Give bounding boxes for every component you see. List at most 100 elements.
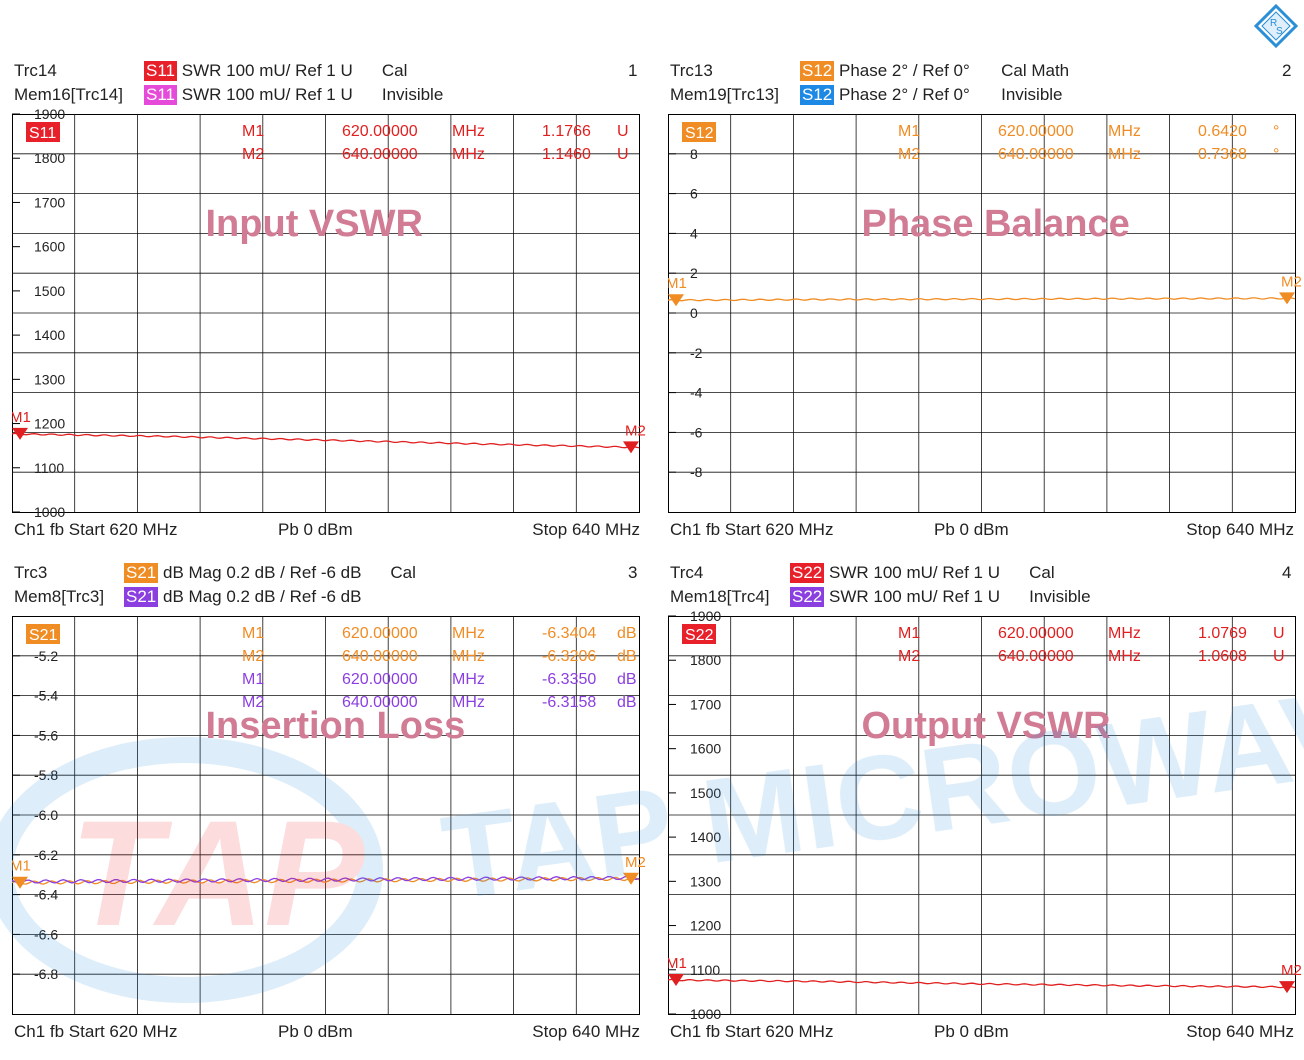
marker-value: -6.3206: [542, 648, 596, 665]
y-tick-label: 1900: [34, 106, 65, 122]
trace-label-badge: [26, 624, 60, 644]
marker-unit: MHz: [452, 671, 485, 688]
y-tick-label: 1800: [690, 652, 721, 668]
marker-value-unit: °: [1273, 123, 1279, 140]
plot-frame: [12, 114, 640, 513]
marker-unit: MHz: [452, 146, 485, 163]
y-tick-label: 1500: [34, 283, 65, 299]
marker-m1-tag: M1: [668, 955, 687, 972]
y-tick-label: 0: [690, 305, 698, 321]
chart-panel-output-vswr: Trc4 S22 SWR 100 mU/ Ref 1 U Cal Mem18[Tr…: [668, 560, 1304, 1060]
footer-stop: Stop 640 MHz: [532, 520, 640, 539]
marker-value-unit: dB: [617, 648, 637, 665]
trace-scale: 100 mU/: [873, 587, 938, 606]
y-tick-label: -6.4: [34, 887, 58, 903]
memory-header: Mem8[Trc3] S21 dB Mag 0.2 dB / Ref -6 dB: [14, 586, 361, 608]
marker-value: -6.3350: [542, 671, 596, 688]
marker-m2-triangle: [623, 441, 639, 454]
y-tick-label: -5.6: [34, 727, 58, 743]
trace-label-badge: [26, 122, 60, 142]
marker-unit: MHz: [452, 648, 485, 665]
footer-start: Ch1 fb Start 620 MHz: [670, 1022, 834, 1041]
y-tick-label: 1000: [34, 504, 65, 520]
y-tick-label: -6.0: [34, 807, 58, 823]
marker-frequency: 640.00000: [998, 146, 1074, 163]
marker-frequency: 640.00000: [342, 146, 418, 163]
memory-header: Mem16[Trc14] S11 SWR 100 mU/ Ref 1 U Invi…: [14, 84, 443, 106]
series-line: [668, 978, 1296, 989]
plot-area[interactable]: 1900 1800 1700 1600 1500 1400 1300 1200 1100 1000…: [668, 560, 1304, 1030]
trace-name[interactable]: Mem16[Trc14]: [14, 85, 123, 104]
marker-frequency: 620.00000: [342, 625, 418, 642]
trace-badge[interactable]: S12: [800, 85, 835, 105]
trace-badge[interactable]: S12: [800, 61, 835, 81]
trace-name[interactable]: Trc3: [14, 563, 48, 582]
plot-area[interactable]: 1900 1800 1700 1600 1500 1400 1300 1200 1100 1000…: [12, 58, 652, 528]
trace-format: Phase: [838, 85, 888, 104]
footer-start: Ch1 fb Start 620 MHz: [14, 520, 178, 539]
y-tick-label: -2: [690, 345, 703, 361]
rs-logo-icon: R S: [1254, 4, 1298, 48]
y-tick-label: -5.4: [34, 688, 58, 704]
svg-text:R: R: [1270, 18, 1277, 29]
trace-name[interactable]: Trc13: [670, 61, 713, 80]
trace-ref: Ref 0°: [922, 61, 970, 80]
trace-extra: Invisible: [1029, 587, 1091, 606]
chart-panel-insertion-loss: Trc3 S21 dB Mag 0.2 dB / Ref -6 dB Cal Me…: [12, 560, 652, 1060]
trace-name[interactable]: Mem8[Trc3]: [14, 587, 105, 606]
chart-panel-input-vswr: Trc14 S11 SWR 100 mU/ Ref 1 U Cal Mem16[T…: [12, 58, 652, 558]
y-tick-label: 8: [690, 146, 698, 162]
trace-scale: 2° /: [891, 61, 918, 80]
trace-badge[interactable]: S22: [790, 563, 825, 583]
trace-name[interactable]: Mem18[Trc4]: [670, 587, 770, 606]
marker-value-unit: U: [617, 146, 629, 163]
trace-badge[interactable]: S11: [144, 85, 177, 105]
trace-extra: Cal: [390, 563, 416, 582]
y-tick-label: 1000: [690, 1006, 721, 1022]
trace-ref: Ref 0°: [922, 85, 970, 104]
marker-label: M2: [898, 648, 920, 665]
marker-unit: MHz: [1108, 625, 1141, 642]
trace-ref: Ref 1 U: [295, 61, 353, 80]
marker-m1-triangle: [668, 973, 684, 986]
trace-format: SWR: [181, 85, 222, 104]
y-tick-label: 1200: [690, 918, 721, 934]
plot-area[interactable]: 8 6 4 2 0 -2 -4 -6 -8 S12 M1 620.00000 MHz 0.6420 ° M2 6…: [668, 58, 1304, 528]
trace-label-badge: [682, 624, 716, 644]
y-tick-label: 2: [690, 265, 698, 281]
marker-label: M2: [242, 146, 264, 163]
footer-power: Pb 0 dBm: [934, 520, 1009, 539]
y-tick-label: -6.2: [34, 847, 58, 863]
trace-header: Trc4 S22 SWR 100 mU/ Ref 1 U Cal: [670, 562, 1055, 584]
y-tick-label: 1100: [690, 962, 720, 978]
trace-badge[interactable]: S21: [124, 563, 159, 583]
series-line: [12, 875, 640, 884]
footer-power: Pb 0 dBm: [278, 520, 353, 539]
trace-badge[interactable]: S11: [144, 61, 177, 81]
svg-text:S: S: [1276, 26, 1283, 37]
y-tick-label: 1700: [690, 696, 721, 712]
marker-value-unit: U: [617, 123, 629, 140]
marker-unit: MHz: [1108, 648, 1141, 665]
trace-scale: 100 mU/: [226, 85, 291, 104]
marker-value-unit: dB: [617, 625, 637, 642]
marker-m1-triangle: [12, 876, 28, 889]
footer-start: Ch1 fb Start 620 MHz: [670, 520, 834, 539]
marker-label: M2: [898, 146, 920, 163]
memory-header: Mem18[Trc4] S22 SWR 100 mU/ Ref 1 U Invis…: [670, 586, 1091, 608]
trace-badge[interactable]: S22: [790, 587, 825, 607]
y-tick-label: 1200: [34, 416, 65, 432]
trace-badge[interactable]: S21: [124, 587, 159, 607]
plot-frame: [12, 616, 640, 1015]
trace-name[interactable]: Trc14: [14, 61, 57, 80]
marker-m1-tag: M1: [12, 409, 31, 426]
y-tick-label: 1900: [690, 608, 721, 624]
trace-header: Trc14 S11 SWR 100 mU/ Ref 1 U Cal: [14, 60, 407, 82]
trace-name[interactable]: Mem19[Trc13]: [670, 85, 779, 104]
marker-unit: MHz: [452, 123, 485, 140]
trace-name[interactable]: Trc4: [670, 563, 704, 582]
trace-extra: Cal: [381, 61, 408, 80]
trace-label-badge: [682, 122, 716, 142]
marker-value: 1.1460: [542, 146, 591, 163]
